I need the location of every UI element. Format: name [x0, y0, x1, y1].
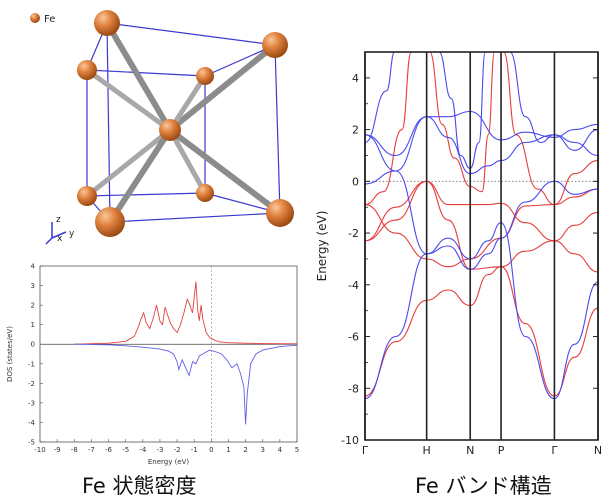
- legend-label: Fe: [44, 14, 55, 25]
- band-kpoint-label: N: [466, 444, 474, 457]
- band-caption: Fe バンド構造: [415, 474, 552, 498]
- dos-y-tick-label: -5: [28, 439, 35, 447]
- dos-x-tick-label: -4: [139, 446, 147, 454]
- dos-x-tick-label: 1: [226, 446, 230, 454]
- dos-y-tick-label: -2: [28, 380, 35, 388]
- dos-x-tick-label: 0: [209, 446, 213, 454]
- axis-z-label: z: [56, 215, 61, 225]
- band-line: [365, 180, 598, 270]
- band-kpoint-label: N: [594, 444, 602, 457]
- dos-x-tick-label: -10: [34, 446, 45, 454]
- dos-caption: Fe 状態密度: [82, 474, 197, 498]
- crystal-structure: Fe z x: [30, 10, 294, 245]
- band-kpoint-label: P: [498, 444, 505, 457]
- band-y-tick-label: 4: [352, 72, 359, 85]
- band-line: [365, 222, 598, 400]
- dos-x-tick-label: -3: [156, 446, 163, 454]
- band-y-tick-label: -6: [348, 331, 359, 344]
- dos-y-tick-label: -4: [28, 419, 36, 427]
- dos-x-tick-label: -8: [71, 446, 78, 454]
- band-y-tick-label: 2: [352, 124, 359, 137]
- dos-spin-down-line: [74, 343, 298, 425]
- atoms: [77, 10, 294, 237]
- axis-y-label: y: [69, 229, 75, 239]
- dos-x-tick-label: -9: [54, 446, 61, 454]
- band-line: [365, 180, 598, 273]
- axis-triad: z x y: [45, 215, 75, 245]
- fe-atom: [94, 10, 120, 36]
- dos-spin-up-line: [74, 281, 298, 345]
- band-line: [429, 52, 495, 193]
- dos-x-tick-label: 4: [278, 446, 283, 454]
- dos-plot-frame: [39, 265, 298, 443]
- dos-chart: -10 -9 -8 -7 -6 -5 -4 -3 -2 -1 0 1 2 3 4 543210-1-2-3-4…: [6, 263, 299, 467]
- band-line: [365, 188, 598, 268]
- fe-atom: [77, 60, 97, 80]
- band-line: [503, 52, 598, 206]
- band-kpoint-label: H: [422, 444, 430, 457]
- bonds: [84, 20, 283, 225]
- band-line: [365, 170, 598, 270]
- legend-atom-icon: [30, 13, 40, 23]
- dos-y-tick-label: 3: [31, 282, 35, 290]
- dos-x-tick-label: 5: [295, 446, 299, 454]
- band-line: [365, 116, 598, 175]
- band-line: [509, 52, 598, 151]
- dos-x-tick-label: -1: [191, 446, 198, 454]
- dos-y-tick-label: -3: [28, 399, 35, 407]
- dos-x-tick-label: -7: [88, 446, 95, 454]
- band-y-tick-label: -2: [348, 227, 359, 240]
- band-line: [365, 52, 396, 144]
- fe-atom: [196, 67, 214, 85]
- dos-x-tick-label: -5: [122, 446, 129, 454]
- dos-y-tick-label: 4: [31, 263, 36, 271]
- dos-x-tick-label: 2: [243, 446, 247, 454]
- dos-x-tick-label: -6: [105, 446, 113, 454]
- dos-y-tick-label: 2: [31, 302, 35, 310]
- dos-x-tick-label: 3: [260, 446, 264, 454]
- band-y-tick-label: 0: [352, 175, 359, 188]
- dos-x-axis-label: Energy (eV): [148, 458, 190, 466]
- band-y-tick-label: -4: [348, 279, 359, 292]
- band-line: [365, 52, 412, 206]
- dos-y-axis-label: DOS (states/eV): [6, 326, 14, 382]
- axis-x-label: x: [57, 234, 63, 244]
- band-y-axis-label: Energy (eV): [315, 211, 329, 282]
- dos-y-tick-label: 0: [31, 341, 35, 349]
- band-line: [438, 52, 486, 169]
- band-y-tick-label: -10: [341, 434, 359, 447]
- fe-atom: [196, 184, 214, 202]
- dos-y-tick-label: -1: [28, 360, 35, 368]
- fe-atom: [77, 186, 97, 206]
- fe-atom: [95, 207, 125, 237]
- band-kpoint-label: Γ: [362, 444, 369, 457]
- band-lines: [365, 52, 598, 400]
- dos-y-tick-label: 1: [31, 321, 35, 329]
- band-y-tick-label: -8: [348, 382, 359, 395]
- fe-atom: [159, 119, 181, 141]
- dos-x-tick-label: -2: [174, 446, 181, 454]
- fe-atom: [262, 32, 288, 58]
- fe-atom: [266, 199, 294, 227]
- band-plot-frame: [364, 51, 599, 441]
- band-kpoint-label: Γ: [551, 444, 558, 457]
